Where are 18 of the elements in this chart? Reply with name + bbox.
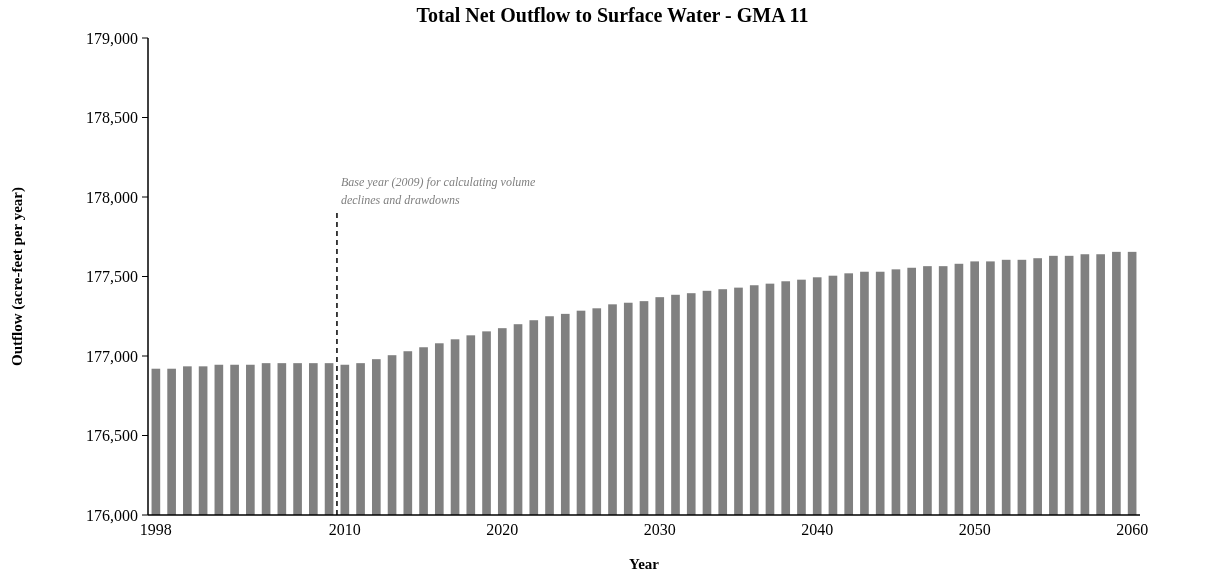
x-tick-label: 2060 — [1116, 521, 1149, 538]
x-tick-label: 2030 — [643, 521, 676, 538]
y-tick-label: 177,000 — [86, 347, 138, 365]
x-tick-label: 2040 — [801, 521, 834, 538]
x-tick-label: 2020 — [486, 521, 519, 538]
y-axis-title: Outflow (acre-feet per year) — [9, 187, 26, 366]
y-tick-label: 178,500 — [86, 109, 138, 127]
y-tick-label: 176,500 — [86, 427, 138, 445]
x-tick-label: 2050 — [958, 521, 991, 538]
y-tick-label: 178,000 — [86, 188, 138, 206]
y-tick-label: 179,000 — [86, 29, 138, 47]
y-tick-label: 176,000 — [86, 506, 138, 524]
x-tick-label: 2010 — [328, 521, 361, 538]
y-tick-label: 177,500 — [86, 268, 138, 286]
ref-line-label: Base year (2009) for calculating volume declines and drawdowns — [340, 174, 536, 207]
x-tick-label: 1998 — [139, 521, 172, 538]
x-axis-title: Year — [629, 556, 660, 572]
chart-title: Total Net Outflow to Surface Water - GMA 11 — [416, 4, 809, 26]
